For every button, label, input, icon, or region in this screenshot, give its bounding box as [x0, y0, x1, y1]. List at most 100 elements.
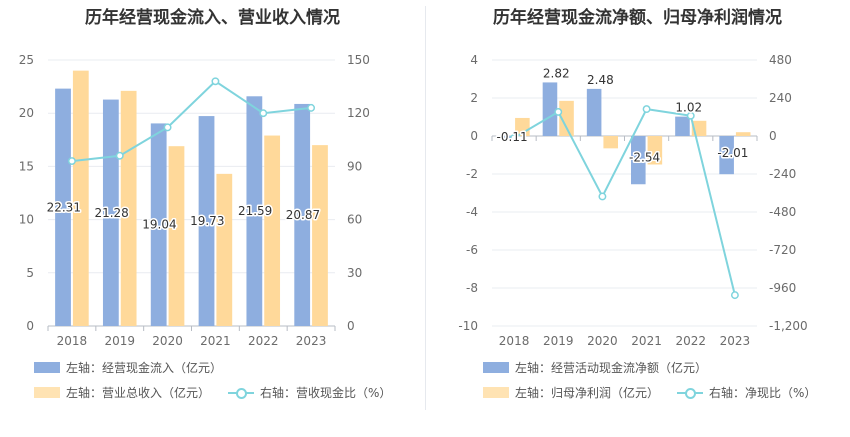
right-bar-data-label: 2.82 — [543, 66, 570, 80]
right-bar-data-label: -0.11 — [497, 130, 528, 144]
right-left-tick-label: -4 — [466, 205, 478, 219]
left-right-tick-label: 90 — [347, 159, 362, 173]
left-ratio-point — [259, 109, 268, 118]
left-legend-row-1: 左轴：经营现金流入（亿元） — [34, 359, 222, 376]
right-left-tick-label: -10 — [458, 319, 478, 333]
right-legend-swatch-netflow — [483, 362, 509, 373]
left-chart-title: 历年经营现金流入、营业收入情况 — [85, 8, 340, 28]
left-legend-line-ratio-icon — [228, 387, 255, 399]
right-bar-data-label: 1.02 — [675, 101, 702, 115]
right-x-tick-label: 2020 — [587, 334, 618, 348]
left-bar-primary — [294, 103, 311, 326]
left-left-tick-label: 5 — [26, 266, 34, 280]
right-left-tick-label: -8 — [466, 281, 478, 295]
left-legend-label-inflow: 左轴：经营现金流入（亿元） — [66, 361, 223, 375]
right-chart-plot: -10 -8 -6 -4 -2 0 2 4 -1,200 -960 -720 -480 -240 0 240… — [458, 53, 808, 348]
left-bar-secondary — [120, 90, 137, 326]
right-bar-data-label: 2.48 — [587, 73, 614, 87]
left-x-tick-label: 2020 — [152, 334, 183, 348]
right-legend-label-ratio: 右轴：净现比（%） — [709, 386, 817, 400]
left-left-tick-label: 20 — [19, 106, 34, 120]
right-right-tick-label: 0 — [769, 129, 777, 143]
left-ratio-point — [307, 103, 316, 112]
left-ratio-point — [211, 77, 220, 86]
right-bar-secondary — [735, 132, 751, 136]
left-left-tick-label: 0 — [26, 319, 34, 333]
right-left-tick-label: 0 — [470, 129, 478, 143]
left-bar-primary — [198, 116, 215, 326]
right-x-tick-label: 2023 — [720, 334, 751, 348]
left-legend-swatch-revenue — [34, 387, 60, 398]
left-right-tick-label: 120 — [347, 106, 370, 120]
left-chart-plot: 0 5 10 15 20 25 0 30 60 90 120 150 2018 2019 2020 2021 2… — [19, 53, 370, 348]
right-legend-row-1: 左轴：经营活动现金流净额（亿元） — [483, 359, 707, 376]
right-ratio-point — [642, 105, 651, 114]
left-left-tick-label: 10 — [19, 213, 34, 227]
right-bar-primary — [498, 136, 514, 139]
left-ratio-point — [67, 157, 76, 166]
right-ratio-point — [598, 192, 607, 201]
right-right-tick-label: -1,200 — [769, 319, 808, 333]
left-right-tick-label: 150 — [347, 53, 370, 67]
left-ratio-point — [163, 123, 172, 132]
right-legend-line-ratio-icon — [677, 387, 704, 399]
right-bar-primary — [586, 88, 602, 136]
right-left-tick-label: -6 — [466, 243, 478, 257]
left-legend-label-ratio: 右轴：营收现金比（%） — [260, 386, 392, 400]
left-chart-panel: 历年经营现金流入、营业收入情况 0 5 10 15 20 25 0 30 60 90 120 150 2… — [19, 8, 392, 401]
right-x-tick-label: 2022 — [675, 334, 706, 348]
left-ratio-line — [71, 80, 312, 163]
left-x-tick-label: 2021 — [200, 334, 231, 348]
left-bar-data-label: 21.59 — [238, 204, 272, 218]
left-left-tick-label: 25 — [19, 53, 34, 67]
left-bar-primary — [246, 96, 263, 326]
right-right-tick-label: -480 — [769, 205, 796, 219]
right-right-tick-label: -720 — [769, 243, 796, 257]
left-bar-data-label: 21.28 — [94, 206, 128, 220]
left-x-tick-label: 2023 — [296, 334, 327, 348]
right-ratio-point — [554, 107, 563, 116]
right-bar-data-label: -2.01 — [717, 146, 748, 160]
left-bar-secondary — [216, 173, 233, 326]
left-legend-swatch-inflow — [34, 362, 60, 373]
left-bar-secondary — [312, 145, 328, 326]
right-bar-primary — [675, 116, 690, 136]
left-bar-secondary — [168, 146, 185, 326]
left-right-tick-label: 30 — [347, 266, 362, 280]
left-x-tick-label: 2022 — [248, 334, 279, 348]
left-bar-data-label: 19.04 — [142, 218, 176, 232]
right-ratio-point — [730, 291, 739, 300]
right-ratio-line — [513, 107, 736, 296]
right-x-tick-label: 2018 — [499, 334, 530, 348]
right-bar-data-label: -2.54 — [629, 151, 660, 165]
right-legend-label-netflow: 左轴：经营活动现金流净额（亿元） — [515, 361, 708, 375]
right-right-tick-label: -240 — [769, 167, 796, 181]
left-legend-row-2: 左轴：营业总收入（亿元） 右轴：营收现金比（%） — [34, 384, 391, 401]
right-bar-primary — [719, 136, 734, 175]
right-left-tick-label: -2 — [466, 167, 478, 181]
left-x-tick-label: 2019 — [104, 334, 135, 348]
left-bar-primary — [150, 123, 167, 326]
panel-divider — [425, 6, 426, 410]
right-legend-swatch-profit — [483, 387, 509, 398]
left-ratio-point — [115, 151, 124, 160]
right-legend-row-2: 左轴：归母净利润（亿元） 右轴：净现比（%） — [483, 384, 816, 401]
left-bar-primary — [55, 88, 71, 326]
right-bar-secondary — [559, 100, 574, 136]
left-bar-secondary — [264, 135, 281, 326]
left-right-tick-label: 60 — [347, 213, 362, 227]
right-right-tick-label: 480 — [769, 53, 792, 67]
right-right-tick-label: 240 — [769, 91, 792, 105]
right-chart-title: 历年经营现金流净额、归母净利润情况 — [493, 8, 782, 28]
left-legend-label-revenue: 左轴：营业总收入（亿元） — [66, 386, 211, 400]
left-bar-data-label: 19.73 — [190, 214, 224, 228]
left-bar-secondary — [72, 70, 89, 326]
left-right-tick-label: 0 — [347, 319, 355, 333]
right-x-tick-label: 2019 — [543, 334, 574, 348]
right-legend-label-profit: 左轴：归母净利润（亿元） — [515, 386, 660, 400]
right-bar-secondary — [647, 136, 663, 165]
left-x-tick-label: 2018 — [57, 334, 88, 348]
right-left-tick-label: 2 — [470, 91, 478, 105]
right-bar-primary — [631, 136, 646, 185]
left-bar-data-label: 20.87 — [286, 208, 320, 222]
